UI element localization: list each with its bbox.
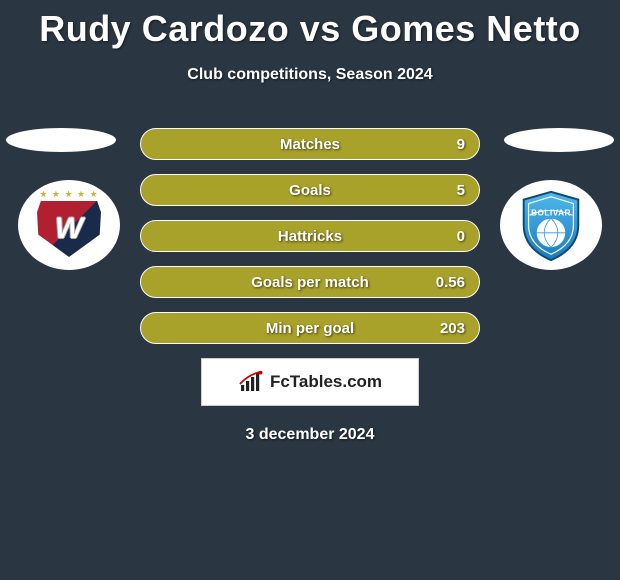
- crest-stars-icon: ★ ★ ★ ★ ★: [33, 189, 105, 200]
- stat-label: Matches: [280, 136, 340, 153]
- crest-letter: W: [55, 212, 83, 246]
- crest-shield-icon: W: [37, 201, 101, 257]
- left-flag: [6, 128, 116, 152]
- left-crest-icon: ★ ★ ★ ★ ★ W: [33, 189, 105, 261]
- stat-row: Goals 5: [140, 174, 480, 206]
- right-flag: [504, 128, 614, 152]
- stat-label: Goals per match: [251, 274, 369, 291]
- stat-value: 0: [457, 228, 465, 245]
- comparison-content: ★ ★ ★ ★ ★ W BOLIVAR: [0, 128, 620, 444]
- stat-value: 0.56: [436, 274, 465, 291]
- stat-value: 203: [440, 320, 465, 337]
- stat-label: Hattricks: [278, 228, 342, 245]
- stat-value: 5: [457, 182, 465, 199]
- stat-value: 9: [457, 136, 465, 153]
- stats-bars: Matches 9 Goals 5 Hattricks 0 Goals per …: [140, 128, 480, 344]
- date-text: 3 december 2024: [0, 426, 620, 444]
- bar-chart-icon: [238, 371, 266, 393]
- right-team-badge: BOLIVAR: [500, 180, 602, 270]
- page-title: Rudy Cardozo vs Gomes Netto: [0, 0, 620, 50]
- svg-text:BOLIVAR: BOLIVAR: [531, 208, 571, 217]
- right-crest-icon: BOLIVAR: [512, 186, 590, 264]
- left-team-badge: ★ ★ ★ ★ ★ W: [18, 180, 120, 270]
- subtitle: Club competitions, Season 2024: [0, 66, 620, 84]
- source-logo-text: FcTables.com: [270, 372, 382, 392]
- stat-row: Min per goal 203: [140, 312, 480, 344]
- stat-label: Goals: [289, 182, 331, 199]
- stat-row: Hattricks 0: [140, 220, 480, 252]
- stat-row: Goals per match 0.56: [140, 266, 480, 298]
- stat-row: Matches 9: [140, 128, 480, 160]
- source-logo[interactable]: FcTables.com: [201, 358, 419, 406]
- stat-label: Min per goal: [266, 320, 354, 337]
